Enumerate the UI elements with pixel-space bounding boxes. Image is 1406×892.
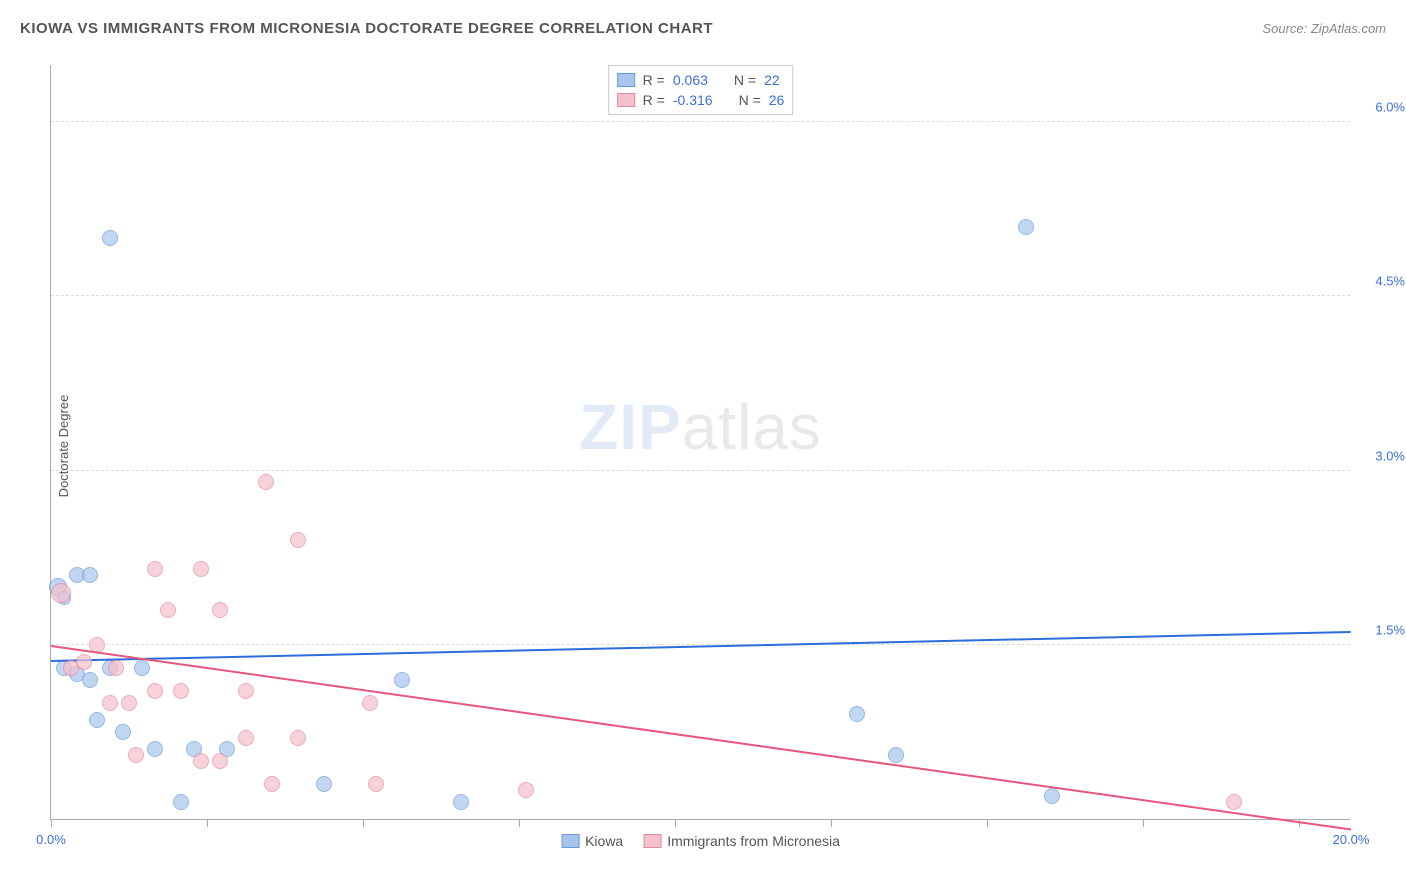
x-tick	[831, 819, 832, 827]
data-point	[147, 741, 163, 757]
data-point	[518, 782, 534, 798]
x-tick	[519, 819, 520, 827]
legend-label-kiowa: Kiowa	[585, 833, 623, 849]
legend-row-kiowa: R = 0.063 N = 22	[617, 70, 785, 90]
x-tick	[207, 819, 208, 827]
data-point	[82, 567, 98, 583]
r-label: R =	[643, 92, 665, 108]
n-value-micronesia: 26	[769, 92, 785, 108]
swatch-kiowa	[617, 73, 635, 87]
legend-swatch-micronesia	[643, 834, 661, 848]
data-point	[258, 474, 274, 490]
data-point	[888, 747, 904, 763]
x-tick-label: 0.0%	[36, 832, 66, 847]
legend-swatch-kiowa	[561, 834, 579, 848]
data-point	[147, 683, 163, 699]
legend-correlation: R = 0.063 N = 22 R = -0.316 N = 26	[608, 65, 794, 115]
source-label: Source: ZipAtlas.com	[1262, 21, 1386, 36]
data-point	[76, 654, 92, 670]
n-label: N =	[734, 72, 756, 88]
data-point	[849, 706, 865, 722]
n-value-kiowa: 22	[764, 72, 780, 88]
swatch-micronesia	[617, 93, 635, 107]
data-point	[290, 730, 306, 746]
r-value-kiowa: 0.063	[673, 72, 708, 88]
data-point	[212, 753, 228, 769]
data-point	[193, 753, 209, 769]
data-point	[89, 712, 105, 728]
r-value-micronesia: -0.316	[673, 92, 713, 108]
x-tick	[1143, 819, 1144, 827]
watermark-zip: ZIP	[579, 391, 682, 463]
data-point	[134, 660, 150, 676]
data-point	[290, 532, 306, 548]
data-point	[368, 776, 384, 792]
data-point	[173, 683, 189, 699]
x-tick	[51, 819, 52, 827]
legend-item-micronesia: Immigrants from Micronesia	[643, 833, 840, 849]
r-label: R =	[643, 72, 665, 88]
data-point	[1044, 788, 1060, 804]
n-label: N =	[739, 92, 761, 108]
legend-series: Kiowa Immigrants from Micronesia	[561, 833, 840, 849]
data-point	[316, 776, 332, 792]
data-point	[453, 794, 469, 810]
legend-item-kiowa: Kiowa	[561, 833, 623, 849]
data-point	[108, 660, 124, 676]
data-point	[173, 794, 189, 810]
legend-label-micronesia: Immigrants from Micronesia	[667, 833, 840, 849]
data-point	[115, 724, 131, 740]
data-point	[102, 230, 118, 246]
chart-title: KIOWA VS IMMIGRANTS FROM MICRONESIA DOCT…	[20, 20, 713, 37]
data-point	[212, 602, 228, 618]
data-point	[238, 683, 254, 699]
data-point	[362, 695, 378, 711]
data-point	[147, 561, 163, 577]
x-tick	[987, 819, 988, 827]
y-tick-label: 4.5%	[1375, 274, 1405, 289]
x-tick-label: 20.0%	[1333, 832, 1370, 847]
data-point	[1226, 794, 1242, 810]
y-tick-label: 3.0%	[1375, 448, 1405, 463]
watermark-atlas: atlas	[682, 391, 822, 463]
gridline	[51, 470, 1350, 471]
data-point	[394, 672, 410, 688]
gridline	[51, 295, 1350, 296]
y-tick-label: 6.0%	[1375, 100, 1405, 115]
trend-line	[51, 631, 1351, 662]
gridline	[51, 121, 1350, 122]
data-point	[238, 730, 254, 746]
data-point	[128, 747, 144, 763]
data-point	[264, 776, 280, 792]
x-tick	[363, 819, 364, 827]
data-point	[193, 561, 209, 577]
data-point	[121, 695, 137, 711]
plot-area: ZIPatlas R = 0.063 N = 22 R = -0.316 N =…	[50, 65, 1350, 820]
title-bar: KIOWA VS IMMIGRANTS FROM MICRONESIA DOCT…	[20, 20, 1386, 37]
data-point	[160, 602, 176, 618]
data-point	[1018, 219, 1034, 235]
data-point	[51, 583, 71, 603]
legend-row-micronesia: R = -0.316 N = 26	[617, 90, 785, 110]
data-point	[102, 695, 118, 711]
watermark: ZIPatlas	[579, 390, 822, 464]
data-point	[82, 672, 98, 688]
x-tick	[675, 819, 676, 827]
y-tick-label: 1.5%	[1375, 622, 1405, 637]
